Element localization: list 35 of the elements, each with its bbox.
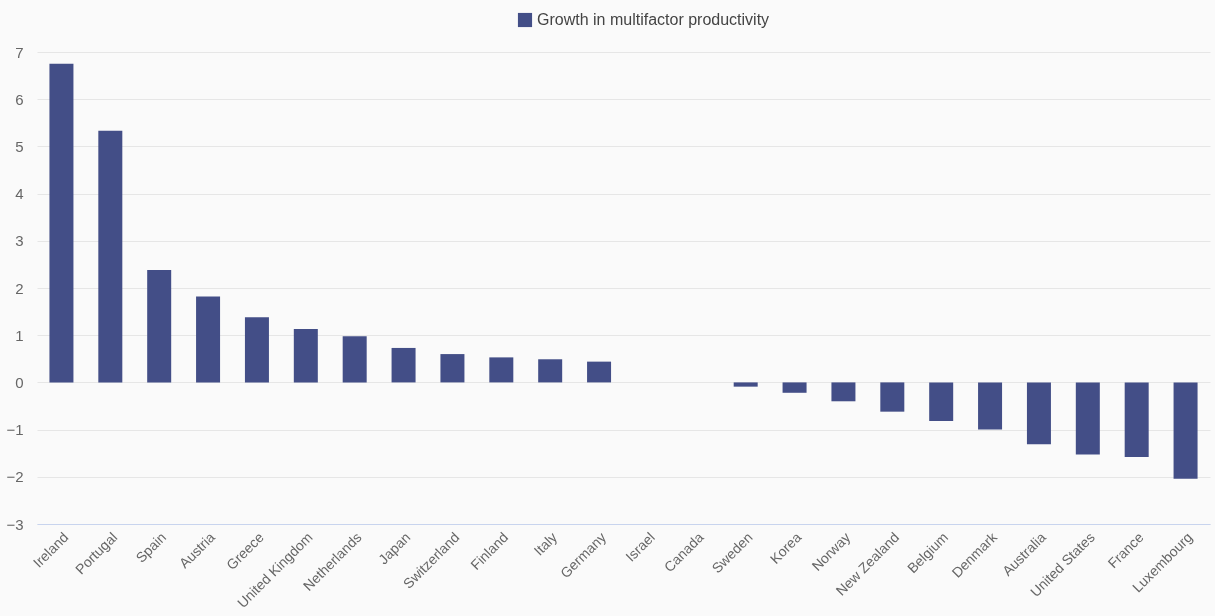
x-tick-label: Italy — [530, 529, 561, 559]
y-tick-label: 5 — [15, 137, 24, 155]
bar — [440, 354, 465, 383]
y-tick-label: 7 — [15, 43, 24, 61]
bar — [1026, 382, 1051, 445]
legend-label: Growth in multifactor productivity — [537, 11, 770, 28]
bar — [293, 329, 318, 383]
bar — [978, 382, 1003, 430]
bar — [587, 361, 612, 383]
y-tick-label: 3 — [15, 232, 24, 250]
bar — [98, 130, 123, 383]
y-tick-label: 6 — [15, 90, 24, 108]
bar — [147, 270, 172, 383]
bar — [1124, 382, 1149, 457]
bar — [391, 347, 416, 383]
y-tick-label: 1 — [15, 326, 24, 344]
bar — [929, 382, 954, 422]
y-tick-label: 4 — [15, 185, 24, 203]
bar — [1075, 382, 1100, 455]
bar — [196, 296, 221, 383]
y-tick-label: 0 — [15, 373, 24, 391]
bar — [342, 336, 367, 383]
bar — [49, 63, 74, 383]
bar — [880, 382, 905, 412]
y-tick-label: 2 — [15, 279, 24, 297]
bar — [831, 382, 856, 402]
bar — [244, 317, 269, 383]
y-tick-label: −2 — [6, 468, 24, 486]
y-tick-label: −3 — [6, 515, 24, 533]
bar — [538, 359, 563, 383]
bar — [489, 357, 514, 383]
bar — [733, 382, 758, 387]
bar — [782, 382, 807, 393]
y-tick-label: −1 — [6, 421, 24, 439]
bar — [1173, 382, 1198, 479]
